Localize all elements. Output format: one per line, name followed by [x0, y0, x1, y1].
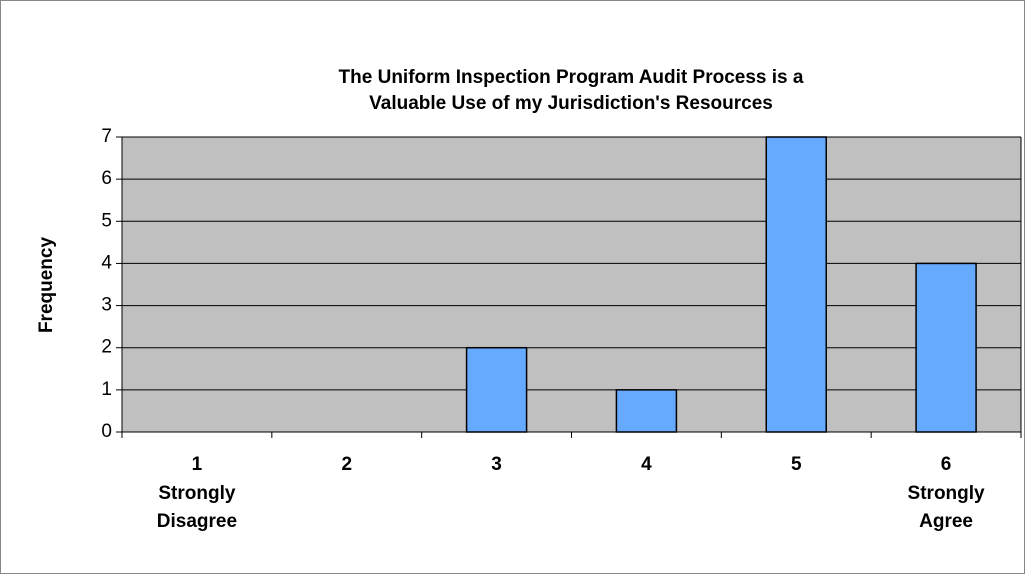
- x-tick-sublabel: Strongly: [158, 483, 235, 504]
- x-tick-label: 4: [641, 454, 652, 475]
- y-tick-label: 7: [101, 126, 112, 147]
- bar: [915, 262, 977, 433]
- chart-title: The Uniform Inspection Program Audit Pro…: [339, 67, 804, 88]
- bar: [765, 136, 827, 433]
- x-tick-label: 6: [941, 454, 952, 475]
- y-axis-label: Frequency: [36, 237, 57, 334]
- x-tick-label: 3: [491, 454, 502, 475]
- plot-area: [122, 137, 1021, 432]
- y-tick-label: 2: [101, 337, 112, 358]
- x-tick-label: 1: [192, 454, 203, 475]
- y-tick-label: 5: [101, 210, 112, 231]
- chart-title: Valuable Use of my Jurisdiction's Resour…: [369, 93, 773, 114]
- x-tick-sublabel: Strongly: [908, 483, 985, 504]
- bar: [465, 346, 528, 433]
- y-tick-label: 6: [101, 168, 112, 189]
- x-tick-sublabel: Disagree: [157, 511, 237, 532]
- y-tick-label: 3: [101, 295, 112, 316]
- x-tick-label: 5: [791, 454, 802, 475]
- x-tick-sublabel: Agree: [919, 511, 973, 532]
- x-tick-label: 2: [341, 454, 352, 475]
- bar: [615, 389, 678, 433]
- y-tick-label: 0: [101, 421, 112, 442]
- y-tick-label: 1: [101, 379, 112, 400]
- y-tick-label: 4: [101, 252, 112, 273]
